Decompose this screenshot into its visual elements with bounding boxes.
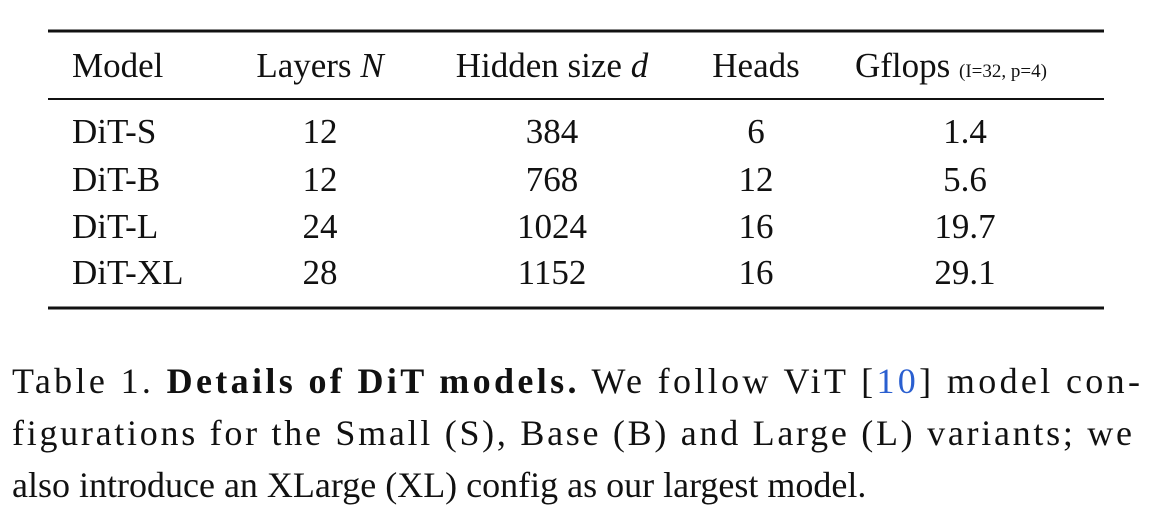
caption-text: We follow ViT [ — [592, 361, 874, 401]
table-cell: 19.7 — [934, 207, 995, 246]
caption-ref[interactable]: 10 — [876, 361, 915, 401]
caption-text: ] model con- — [919, 361, 1140, 401]
model-name: DiT-S — [72, 112, 156, 151]
header-cell: Hidden size d — [456, 46, 649, 85]
table-cell: 1152 — [518, 253, 587, 292]
caption-line: also introduce an XLarge (XL) config as … — [12, 465, 866, 505]
model-name: DiT-L — [72, 207, 158, 246]
table-cell: 16 — [739, 207, 774, 246]
table-cell: 12 — [739, 160, 774, 199]
header-symbol: d — [631, 46, 649, 85]
header-symbol: N — [359, 46, 385, 85]
caption-line: Table 1. Details of DiT models. We follo… — [12, 361, 1140, 401]
header-cell: Layers N — [256, 46, 385, 85]
caption-label: Table 1. — [12, 361, 151, 401]
table-cell: 384 — [526, 112, 579, 151]
table-cell: 12 — [303, 112, 338, 151]
table-cell: 28 — [303, 253, 338, 292]
table-cell: 1024 — [517, 207, 587, 246]
caption-title: Details of DiT models. — [167, 361, 577, 401]
header-label: Hidden size — [456, 46, 622, 85]
table-cell: 29.1 — [934, 253, 995, 292]
table-cell: 12 — [303, 160, 338, 199]
header-label: Layers — [256, 46, 351, 85]
model-name: DiT-B — [72, 160, 160, 199]
header-note: (I=32, p=4) — [959, 61, 1047, 82]
model-name: DiT-XL — [72, 253, 183, 292]
header-cell: Model — [72, 46, 164, 85]
table-cell: 24 — [303, 207, 338, 246]
table-cell: 1.4 — [943, 112, 987, 151]
table-cell: 6 — [747, 112, 765, 151]
table-cell: 16 — [739, 253, 774, 292]
header-cell: Heads — [712, 46, 799, 85]
table-body: DiT-S 12 384 6 1.4 DiT-B 12 768 12 5.6 DiT-L 24 1024… — [72, 112, 996, 292]
caption-line: figurations for the Small (S), Base (B) … — [12, 413, 1132, 453]
table-cell: 768 — [526, 160, 579, 199]
table-cell: 5.6 — [943, 160, 987, 199]
header-cell: Gflops (I=32, p=4) — [855, 46, 1047, 85]
header-label: Gflops — [855, 46, 950, 85]
